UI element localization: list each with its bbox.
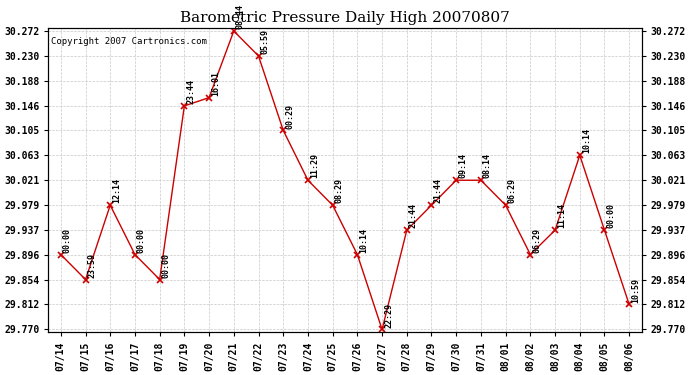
Text: 06:29: 06:29 bbox=[508, 178, 517, 203]
Text: 09:14: 09:14 bbox=[458, 153, 467, 178]
Text: 10:59: 10:59 bbox=[631, 278, 640, 303]
Text: 10:14: 10:14 bbox=[582, 129, 591, 153]
Text: 00:00: 00:00 bbox=[63, 228, 72, 253]
Text: 11:29: 11:29 bbox=[310, 153, 319, 178]
Text: 00:00: 00:00 bbox=[161, 253, 170, 278]
Text: 08:29: 08:29 bbox=[335, 178, 344, 203]
Text: 06:29: 06:29 bbox=[532, 228, 542, 253]
Text: Copyright 2007 Cartronics.com: Copyright 2007 Cartronics.com bbox=[52, 37, 207, 46]
Text: 23:44: 23:44 bbox=[186, 79, 195, 104]
Text: 00:29: 00:29 bbox=[285, 104, 294, 129]
Text: 08:14: 08:14 bbox=[483, 153, 492, 178]
Text: 12:14: 12:14 bbox=[112, 178, 121, 203]
Text: 21:44: 21:44 bbox=[433, 178, 442, 203]
Text: 08:44: 08:44 bbox=[236, 4, 245, 29]
Text: 05:59: 05:59 bbox=[261, 29, 270, 54]
Text: 23:59: 23:59 bbox=[88, 253, 97, 278]
Text: 10:14: 10:14 bbox=[359, 228, 368, 253]
Text: 22:29: 22:29 bbox=[384, 303, 393, 328]
Text: 16:01: 16:01 bbox=[211, 71, 220, 96]
Text: 00:00: 00:00 bbox=[607, 203, 615, 228]
Text: 00:00: 00:00 bbox=[137, 228, 146, 253]
Title: Barometric Pressure Daily High 20070807: Barometric Pressure Daily High 20070807 bbox=[180, 12, 510, 26]
Text: 21:44: 21:44 bbox=[408, 203, 417, 228]
Text: 11:14: 11:14 bbox=[557, 203, 566, 228]
